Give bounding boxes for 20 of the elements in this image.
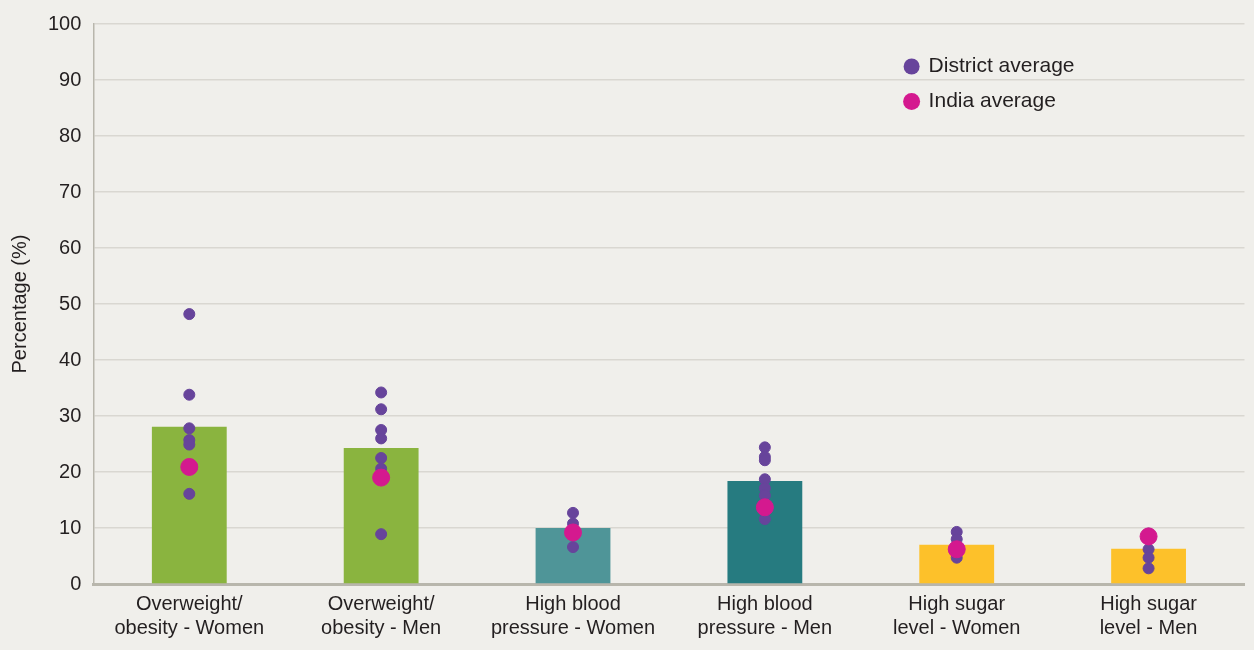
x-tick-label: Overweight/ obesity - Women bbox=[114, 591, 265, 638]
y-tick-label: 70 bbox=[59, 179, 82, 202]
y-axis-title: Percentage (%) bbox=[7, 234, 30, 374]
y-tick-label: 30 bbox=[59, 403, 82, 426]
legend-label: District average bbox=[928, 53, 1075, 77]
y-tick-label: 10 bbox=[59, 515, 82, 538]
y-tick-label: 90 bbox=[59, 67, 82, 90]
y-tick-label: 50 bbox=[59, 291, 82, 314]
x-tick-label: High sugar level - Women bbox=[892, 591, 1021, 638]
x-tick-label: High sugar level - Men bbox=[1099, 591, 1198, 638]
x-tick-label: High blood pressure - Women bbox=[490, 591, 656, 638]
y-tick-label: 20 bbox=[59, 459, 82, 482]
x-tick-label: High blood pressure - Men bbox=[697, 591, 833, 638]
x-tick-label: Overweight/ obesity - Men bbox=[321, 591, 442, 638]
y-tick-label: 80 bbox=[59, 123, 82, 146]
y-tick-label: 100 bbox=[47, 11, 82, 34]
y-tick-label: 60 bbox=[59, 235, 82, 258]
legend-label: India average bbox=[928, 88, 1056, 112]
y-tick-label: 0 bbox=[70, 571, 82, 594]
y-tick-label: 40 bbox=[59, 347, 82, 370]
